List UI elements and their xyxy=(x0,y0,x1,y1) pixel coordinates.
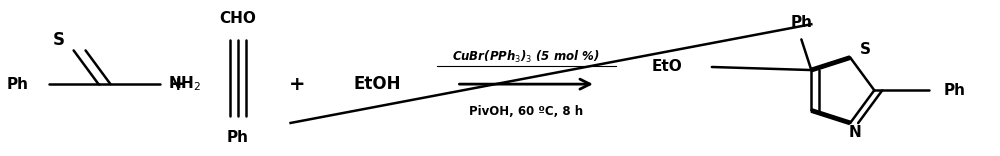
Text: CHO: CHO xyxy=(219,11,256,26)
Text: S: S xyxy=(53,31,65,49)
Text: CuBr(PPh$_3$)$_3$ (5 mol %): CuBr(PPh$_3$)$_3$ (5 mol %) xyxy=(452,49,600,65)
Text: PivOH, 60 ºC, 8 h: PivOH, 60 ºC, 8 h xyxy=(469,105,583,118)
Text: N: N xyxy=(849,125,862,140)
Text: EtOH: EtOH xyxy=(353,75,401,93)
Text: NH$_2$: NH$_2$ xyxy=(168,75,201,93)
Text: +: + xyxy=(289,75,306,94)
Text: S: S xyxy=(860,42,871,57)
Text: Ph: Ph xyxy=(7,77,29,92)
Text: +: + xyxy=(170,75,186,94)
Text: EtO: EtO xyxy=(651,59,682,74)
Text: Ph: Ph xyxy=(790,15,812,30)
Text: Ph: Ph xyxy=(944,83,966,98)
Text: Ph: Ph xyxy=(227,130,249,145)
